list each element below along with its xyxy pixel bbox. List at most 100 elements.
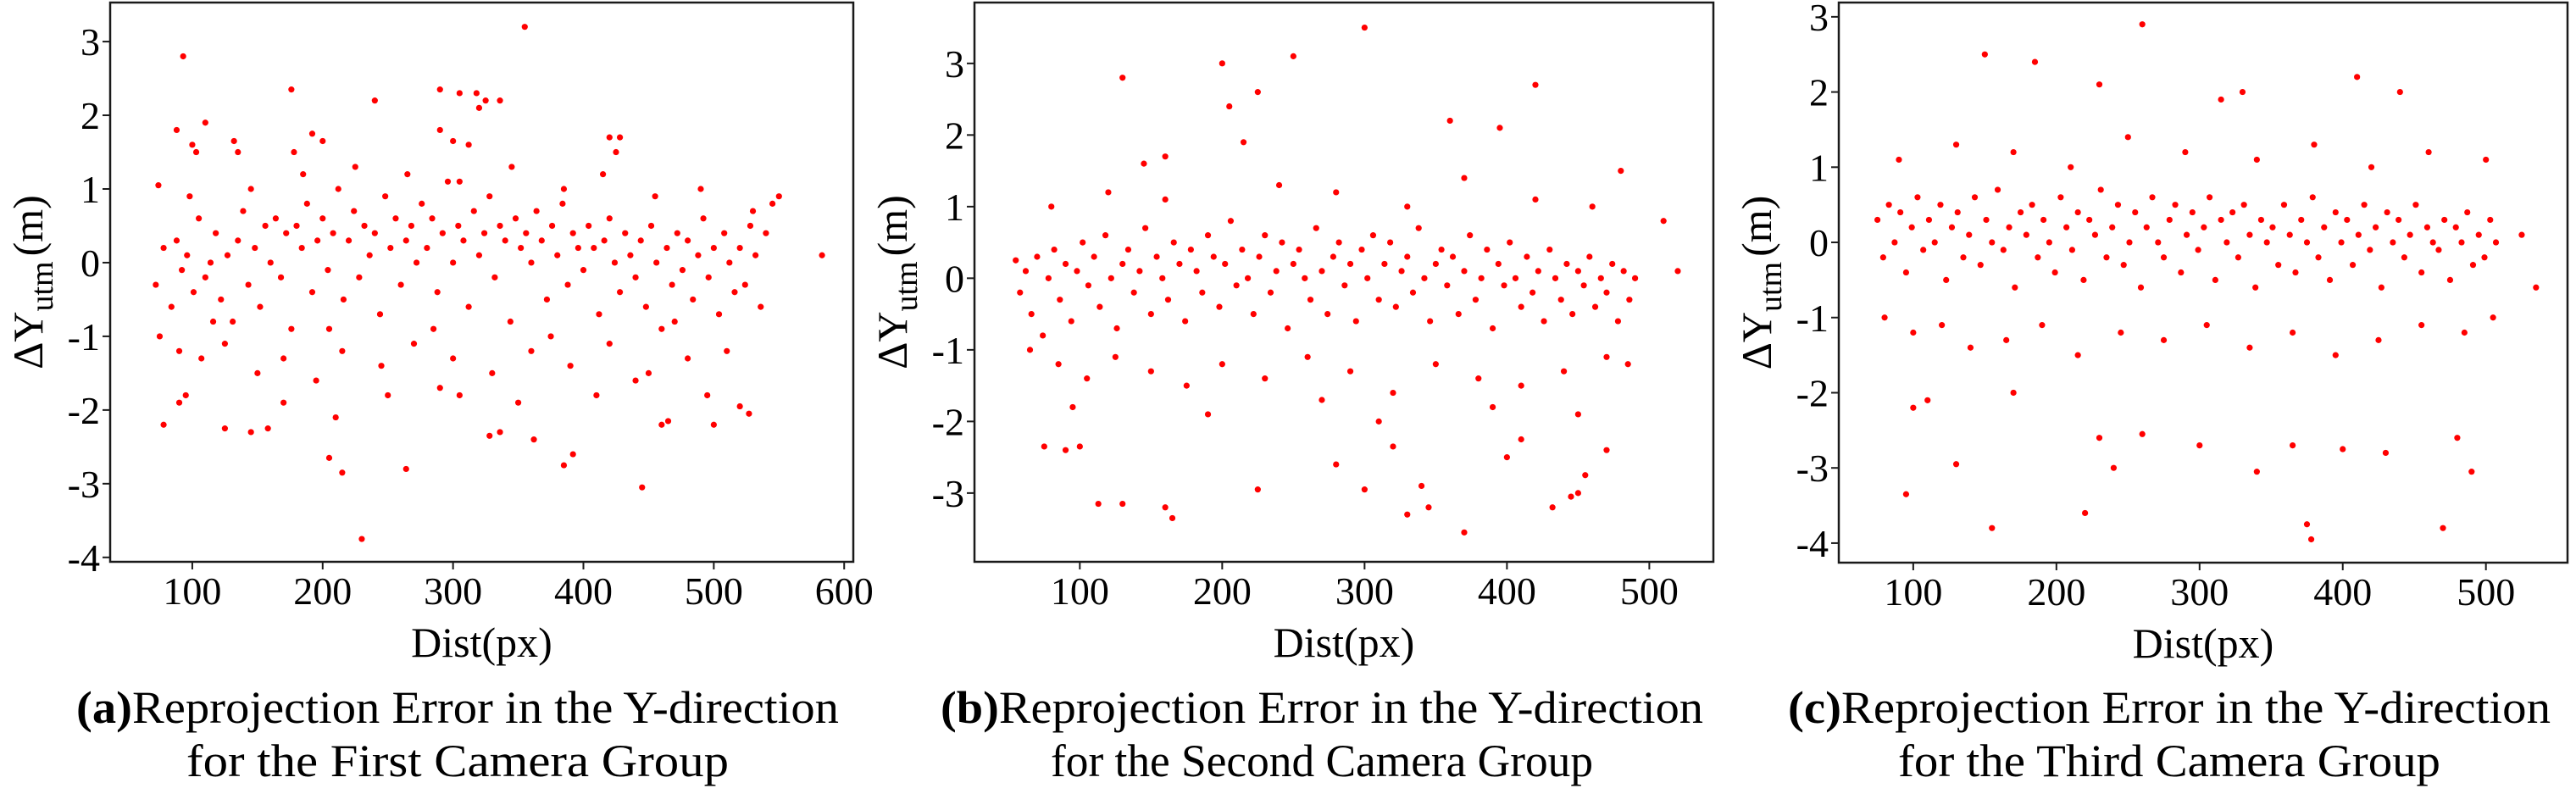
data-point <box>1404 511 1411 518</box>
data-point <box>2441 216 2448 224</box>
data-point <box>2097 186 2104 193</box>
data-point <box>288 325 295 332</box>
data-point <box>2096 435 2103 441</box>
plot-frame <box>973 1 1715 564</box>
data-point <box>439 230 446 236</box>
data-point <box>2096 81 2103 88</box>
data-point <box>606 341 613 347</box>
data-point <box>700 215 707 222</box>
data-point <box>2246 344 2253 351</box>
x-tick-label: 300 <box>424 569 482 613</box>
data-point <box>1503 454 1510 461</box>
caption-line-2: for the First Camera Group <box>186 736 729 786</box>
data-point <box>404 171 411 178</box>
data-point <box>1358 246 1365 253</box>
data-point <box>475 252 483 258</box>
data-point <box>2046 239 2052 246</box>
data-point <box>2407 231 2413 238</box>
data-point <box>2303 521 2311 528</box>
data-point <box>528 347 535 354</box>
data-point <box>560 462 568 469</box>
data-point <box>2003 336 2010 343</box>
data-point <box>1432 260 1439 268</box>
x-tick-label: 400 <box>1478 569 1536 613</box>
data-point <box>2182 148 2189 156</box>
data-point <box>190 289 197 296</box>
data-point <box>1364 275 1371 281</box>
data-point <box>376 311 384 318</box>
data-point <box>736 244 743 252</box>
data-point <box>2412 202 2419 208</box>
data-point <box>1147 311 1154 318</box>
data-point <box>1971 194 1979 201</box>
data-point <box>473 90 480 97</box>
data-point <box>1040 332 1046 339</box>
data-point <box>1937 202 1944 208</box>
data-point <box>2367 247 2373 253</box>
data-point <box>2139 21 2146 28</box>
data-point <box>1952 142 1960 148</box>
data-point <box>1296 246 1302 253</box>
data-point <box>1524 253 1530 260</box>
data-point <box>2332 352 2339 358</box>
data-point <box>2114 202 2122 208</box>
data-point <box>1896 156 1902 164</box>
data-point <box>272 215 280 222</box>
data-point <box>254 369 261 376</box>
y-axis-label-subscript: utm <box>889 261 924 311</box>
y-tick-label: 2 <box>80 94 100 137</box>
data-point <box>392 215 399 222</box>
data-point <box>1461 175 1468 181</box>
data-point <box>1881 314 1888 321</box>
data-point <box>575 244 581 252</box>
data-point <box>1333 461 1340 468</box>
data-point <box>2368 164 2375 170</box>
data-point <box>2040 216 2047 224</box>
data-point <box>1404 203 1411 210</box>
data-point <box>2235 254 2241 261</box>
data-point <box>2196 441 2203 449</box>
data-point <box>2533 284 2540 291</box>
data-point <box>1153 253 1160 260</box>
data-point <box>2137 284 2145 291</box>
data-point <box>2253 156 2260 164</box>
data-point <box>1989 525 1996 531</box>
data-point <box>387 244 394 252</box>
x-tick-label: 400 <box>554 569 613 613</box>
data-point <box>1897 208 1904 216</box>
data-point <box>2340 446 2346 452</box>
data-point <box>1162 153 1169 160</box>
data-point <box>2253 469 2260 475</box>
data-point <box>521 24 528 31</box>
data-point <box>2469 262 2477 269</box>
data-point <box>2109 224 2116 230</box>
y-axis-label: ΔYutm (m) <box>869 195 924 369</box>
data-point <box>1341 282 1348 289</box>
y-tick-label: 1 <box>945 186 964 229</box>
data-point <box>2292 269 2299 276</box>
data-point <box>202 274 208 280</box>
data-point <box>1977 262 1984 269</box>
data-point <box>2031 58 2039 65</box>
data-point <box>1183 382 1190 389</box>
data-point <box>1560 368 1568 375</box>
data-point <box>658 325 665 332</box>
data-point <box>2338 239 2345 246</box>
data-point <box>436 86 443 93</box>
data-point <box>1530 289 1536 296</box>
data-point <box>775 193 782 200</box>
data-point <box>664 418 672 425</box>
data-point <box>1244 275 1252 281</box>
data-point <box>2035 254 2041 261</box>
data-point <box>1981 51 1988 58</box>
data-point <box>207 259 214 266</box>
data-point <box>547 333 554 340</box>
data-point <box>2440 525 2446 531</box>
data-point <box>1446 117 1453 125</box>
data-point <box>2483 156 2490 164</box>
data-point <box>189 142 196 148</box>
data-point <box>1239 246 1246 253</box>
data-point <box>616 134 624 141</box>
data-point <box>502 237 508 244</box>
data-point <box>514 399 522 406</box>
